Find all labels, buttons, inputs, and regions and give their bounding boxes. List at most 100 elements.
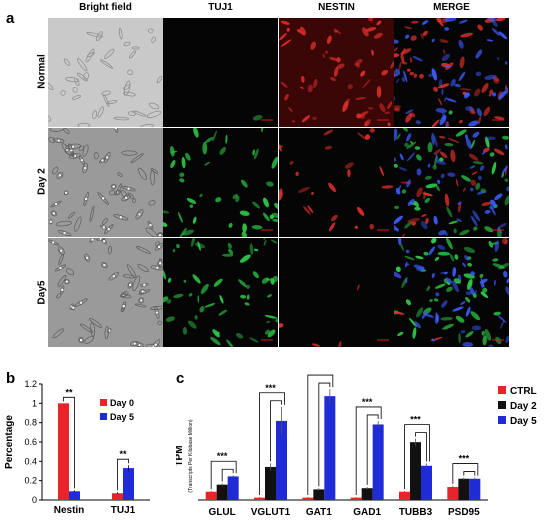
fluorescent-cell	[489, 152, 495, 157]
fluorescence-background	[394, 128, 509, 237]
fluorescent-cell	[459, 229, 470, 236]
fluorescent-cell	[311, 191, 314, 196]
fluorescent-cell	[475, 49, 483, 59]
cell-outline	[86, 32, 103, 38]
category-label: GAT1	[306, 507, 332, 518]
round-cell	[112, 274, 116, 279]
cell-outline	[52, 138, 65, 143]
cell-outline	[127, 69, 134, 76]
fluorescent-cell	[416, 187, 423, 198]
significance-bracket-inner	[270, 400, 282, 462]
fluorescent-cell	[457, 274, 462, 281]
cell-outline	[129, 341, 140, 347]
cell-outline	[132, 198, 137, 203]
fluorescent-cell	[291, 120, 296, 123]
legend-swatch	[498, 416, 506, 424]
fluorescent-cell	[165, 316, 175, 322]
fluorescent-cell	[448, 220, 459, 225]
cell-outline	[48, 115, 51, 122]
round-cell	[48, 219, 53, 224]
fluorescent-cell	[181, 156, 186, 169]
fluorescent-cell	[263, 238, 266, 240]
fluorescent-cell	[170, 159, 176, 168]
fluorescent-cell	[431, 273, 435, 279]
round-cell	[118, 215, 123, 220]
y-tick-label: 0.6	[24, 437, 37, 447]
significance-label: ***	[217, 451, 228, 461]
fluorescent-cell	[446, 238, 453, 250]
fluorescent-cell	[367, 107, 374, 110]
fluorescent-cell	[228, 222, 233, 228]
cell-outline	[135, 209, 144, 220]
significance-label: ***	[265, 383, 276, 393]
fluorescent-cell	[437, 244, 446, 250]
fluorescent-cell	[433, 134, 438, 148]
fluorescent-cell	[445, 277, 453, 284]
micrograph-merge-row1	[394, 18, 509, 127]
fluorescent-cell	[279, 33, 287, 41]
significance-label: **	[119, 449, 127, 459]
category-label: VGLUT1	[251, 507, 291, 518]
round-cell	[121, 304, 126, 308]
fluorescent-cell	[404, 26, 413, 29]
fluorescent-cell	[246, 294, 250, 300]
significance-bracket-inner	[463, 471, 476, 476]
fluorescent-cell	[249, 337, 259, 343]
fluorescent-cell	[271, 156, 278, 169]
fluorescent-cell	[394, 128, 398, 141]
fluorescent-cell	[252, 149, 255, 156]
fluorescent-cell	[472, 210, 481, 222]
significance-label: ***	[410, 415, 421, 425]
fluorescent-cell	[189, 204, 194, 208]
fluorescent-cell	[481, 83, 489, 93]
fluorescent-cell	[284, 93, 289, 101]
fluorescent-cell	[280, 81, 288, 88]
fluorescent-cell	[239, 254, 251, 263]
round-cell	[114, 128, 118, 131]
fluorescent-cell	[487, 18, 498, 23]
cell-outline	[155, 241, 160, 247]
fluorescent-cell	[465, 296, 471, 303]
fluorescent-cell	[493, 311, 501, 316]
fluorescent-cell	[396, 185, 402, 195]
round-cell	[128, 283, 133, 287]
fluorescent-cell	[200, 283, 209, 295]
fluorescent-cell	[408, 317, 417, 327]
fluorescent-cell	[394, 205, 400, 210]
cell-outline	[127, 281, 133, 289]
category-label: TUBB3	[399, 507, 433, 518]
cell-outline	[151, 339, 161, 347]
fluorescent-cell	[465, 106, 475, 112]
bar-day-5	[227, 476, 239, 500]
fluorescent-cell	[406, 179, 411, 188]
y-tick-label: 0	[32, 495, 37, 505]
fluorescent-cell	[192, 216, 197, 224]
fluorescent-cell	[443, 96, 447, 102]
fluorescent-cell	[263, 197, 269, 208]
fluorescent-cell	[407, 68, 411, 72]
cell-outline	[145, 343, 160, 347]
fluorescent-cell	[394, 215, 403, 225]
fluorescent-cell	[506, 186, 509, 192]
round-cell	[155, 310, 159, 315]
micrograph-brightfield-row2	[48, 128, 163, 237]
round-cell	[102, 263, 107, 267]
significance-bracket	[452, 463, 479, 484]
fluorescent-cell	[467, 262, 473, 267]
fluorescent-cell	[419, 73, 424, 79]
fluorescent-cell	[400, 53, 405, 63]
fluorescent-cell	[428, 246, 436, 256]
fluorescent-cell	[219, 295, 224, 304]
fluorescent-cell	[489, 89, 494, 95]
fluorescent-cell	[194, 315, 198, 320]
micrograph-tuj1-row1	[163, 18, 278, 127]
cell-outline	[119, 294, 132, 299]
fluorescent-cell	[279, 144, 282, 152]
fluorescent-cell	[325, 50, 329, 54]
fluorescent-cell	[394, 107, 400, 112]
fluorescent-cell	[379, 103, 386, 113]
fluorescent-cell	[204, 161, 210, 166]
fluorescent-cell	[464, 255, 470, 261]
fluorescent-cell	[210, 336, 221, 346]
fluorescent-cell	[356, 284, 360, 291]
